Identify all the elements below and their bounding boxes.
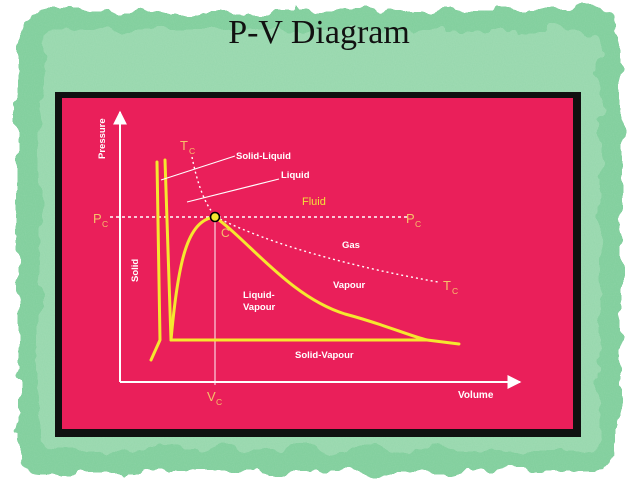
liquid-label: Liquid bbox=[281, 170, 310, 181]
pc-left-sub: C bbox=[102, 219, 108, 229]
solid-liquid-boundary-line bbox=[163, 158, 173, 342]
phase-curves bbox=[149, 158, 461, 362]
fluid-label: Fluid bbox=[302, 196, 326, 208]
saturation-dome-line bbox=[169, 215, 429, 342]
vc-label: V C bbox=[207, 389, 222, 407]
solid-boundary-line bbox=[149, 160, 162, 362]
tc-right-main: T bbox=[443, 278, 451, 293]
critical-point-label: C bbox=[221, 226, 230, 240]
pc-right-label: P C bbox=[406, 211, 421, 229]
tc-top-main: T bbox=[180, 138, 188, 153]
slide-title: P-V Diagram bbox=[228, 14, 410, 51]
gas-label: Gas bbox=[342, 240, 360, 251]
diagram-panel bbox=[62, 98, 573, 429]
pressure-axis-label: Pressure bbox=[97, 118, 108, 159]
tc-right-label: T C bbox=[443, 278, 458, 296]
pc-right-sub: C bbox=[415, 219, 421, 229]
solid-liquid-label: Solid-Liquid bbox=[236, 151, 291, 162]
pc-left-main: P bbox=[93, 211, 102, 226]
diagram-frame: Pressure Solid Volume T C T C P C P C V … bbox=[55, 92, 581, 437]
liquid-pointer bbox=[186, 178, 280, 203]
pc-left-label: P C bbox=[93, 211, 108, 229]
vc-main: V bbox=[207, 389, 216, 404]
pc-right-main: P bbox=[406, 211, 415, 226]
triple-line bbox=[169, 338, 461, 346]
tc-right-sub: C bbox=[452, 286, 458, 296]
vapour-label: Vapour bbox=[333, 280, 366, 291]
liquid-vapour-label-line1: Liquid- bbox=[243, 290, 275, 301]
solid-region-label: Solid bbox=[130, 259, 141, 282]
solid-vapour-label: Solid-Vapour bbox=[295, 350, 354, 361]
vc-sub: C bbox=[216, 397, 222, 407]
tc-top-label: T C bbox=[180, 138, 195, 156]
volume-axis-label: Volume bbox=[458, 390, 494, 401]
pv-diagram: Pressure Solid Volume T C T C P C P C V … bbox=[62, 98, 573, 429]
tc-top-sub: C bbox=[189, 146, 195, 156]
solid-liquid-pointer bbox=[160, 155, 236, 181]
liquid-vapour-label-line2: Vapour bbox=[243, 302, 276, 313]
critical-point-marker bbox=[209, 211, 221, 223]
